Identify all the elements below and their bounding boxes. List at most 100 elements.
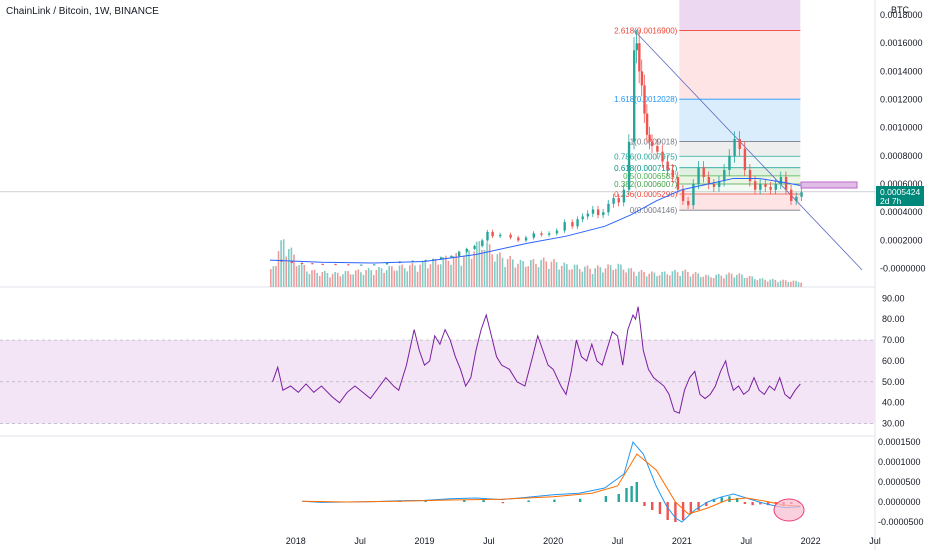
- price-badge: 0.0005424 2d 7h: [876, 186, 924, 206]
- volume-bar: [594, 268, 596, 287]
- volume-bar: [720, 275, 723, 287]
- fib-level-label: 1.618(0.0012028): [614, 95, 678, 104]
- candle-body: [439, 257, 443, 260]
- volume-bar: [663, 271, 666, 287]
- macd-tick-label: 0.0001500: [878, 437, 921, 447]
- candle-body: [555, 230, 559, 234]
- volume-bar: [684, 269, 687, 287]
- highlight-ellipse[interactable]: [773, 498, 805, 522]
- volume-bar: [481, 249, 483, 287]
- volume-bar: [442, 257, 445, 287]
- macd-histogram-bar: [759, 502, 762, 505]
- fib-zone: [679, 193, 801, 211]
- candle-body: [795, 196, 798, 201]
- rsi-line: [272, 306, 801, 414]
- volume-bar: [558, 269, 560, 287]
- volume-bar: [465, 249, 468, 287]
- volume-bar: [450, 264, 452, 287]
- rsi-tick-label: 50.00: [882, 377, 905, 387]
- candle-body: [290, 261, 293, 263]
- volume-bar: [792, 280, 795, 287]
- volume-bar: [416, 271, 419, 287]
- price-axis[interactable]: 0.0018000 0.0016000 0.0014000 0.0012000 0.00…: [878, 10, 926, 527]
- volume-bar: [354, 270, 357, 287]
- volume-bar: [666, 274, 669, 287]
- candle-body: [372, 264, 376, 266]
- price-tick-label: 0.0018000: [880, 10, 923, 20]
- volume-bar: [707, 275, 710, 287]
- candle-body: [743, 148, 747, 170]
- volume-bar: [514, 267, 517, 287]
- volume-bar: [754, 279, 756, 287]
- time-axis[interactable]: 2018 Jul 2019 Jul 2020 Jul 2021 Jul 2022 Jul: [286, 536, 881, 546]
- bar-countdown: 2d 7h: [880, 196, 902, 206]
- candle-body: [385, 262, 389, 265]
- volume-bar: [524, 266, 527, 287]
- candle-body: [581, 216, 584, 220]
- macd-histogram-bar: [751, 502, 754, 506]
- volume-bar: [478, 241, 481, 287]
- candle-body: [360, 264, 363, 266]
- volume-bar: [730, 273, 733, 287]
- volume-bar: [640, 270, 643, 287]
- candle-body: [576, 219, 579, 227]
- volume-bar: [617, 263, 620, 287]
- volume-bar: [403, 268, 406, 287]
- volume-bar: [692, 273, 694, 287]
- candle-body: [627, 141, 631, 190]
- volume-bar: [352, 274, 354, 287]
- candle-body: [712, 184, 716, 187]
- candle-body: [411, 260, 414, 262]
- volume-bar: [542, 257, 545, 287]
- volume-bar: [643, 271, 645, 287]
- volume-bar: [689, 276, 692, 287]
- volume-bar: [409, 265, 411, 287]
- macd-histogram-bar: [482, 499, 485, 502]
- candle-body: [759, 184, 762, 190]
- marker-box[interactable]: [800, 181, 858, 189]
- macd-tick-label: 0.0001000: [878, 457, 921, 467]
- volume-bar: [725, 274, 728, 287]
- volume-bar: [625, 272, 627, 287]
- volume-bar: [293, 254, 295, 287]
- macd-histogram-bar: [463, 500, 466, 502]
- candle-body: [300, 262, 304, 264]
- volume-bar: [298, 265, 300, 287]
- time-tick-label: 2022: [801, 536, 821, 546]
- volume-bar: [362, 274, 365, 287]
- candle-body: [347, 264, 350, 266]
- chart-title: ChainLink / Bitcoin, 1W, BINANCE: [6, 6, 159, 17]
- candle-body: [671, 169, 675, 178]
- volume-bar: [365, 270, 367, 287]
- macd-tick-label: 0.0000000: [878, 497, 921, 507]
- volume-bar: [687, 271, 689, 287]
- volume-bar: [272, 266, 275, 287]
- time-tick-label: Jul: [741, 536, 753, 546]
- volume-bar: [584, 266, 586, 287]
- volume-bar: [300, 262, 303, 287]
- volume-bar: [553, 259, 555, 287]
- macd-histogram-bar: [604, 496, 608, 502]
- volume-bar: [779, 280, 782, 287]
- volume-bar: [576, 264, 578, 287]
- volume-bar: [635, 275, 638, 287]
- volume-bar: [573, 264, 576, 287]
- volume-bar: [530, 260, 532, 287]
- candle-body: [733, 139, 736, 156]
- moving-average-line: [269, 177, 801, 264]
- macd-histogram-bar: [712, 498, 716, 502]
- candle-body: [540, 233, 543, 235]
- volume-bar: [288, 249, 290, 287]
- candle-body: [769, 186, 772, 190]
- macd-histogram-bar: [681, 502, 685, 520]
- volume-bar: [648, 273, 651, 287]
- macd-histogram-bar: [697, 502, 700, 510]
- candle-body: [524, 237, 528, 241]
- price-tick-label: 0.0006000: [880, 179, 923, 189]
- volume-bar: [506, 259, 509, 287]
- time-tick-label: 2020: [543, 536, 563, 546]
- volume-bar: [432, 258, 434, 287]
- volume-bar: [285, 256, 288, 287]
- volume-bar: [460, 265, 463, 287]
